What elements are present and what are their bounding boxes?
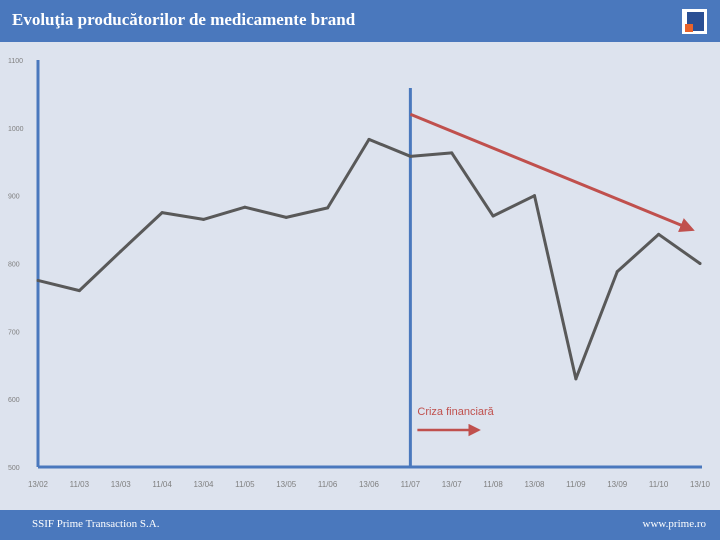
data-point (367, 137, 371, 141)
data-point (491, 214, 495, 218)
x-tick-label: 11/10 (649, 480, 669, 489)
x-tick-label: 13/04 (193, 480, 214, 489)
slide-footer: SSIF Prime Transaction S.A. www.prime.ro (0, 510, 720, 540)
y-tick-label: 1100 (8, 58, 23, 65)
x-tick-label: 11/09 (566, 480, 586, 489)
x-tick-label: 11/08 (483, 480, 503, 489)
x-tick-label: 13/10 (690, 480, 711, 489)
crisis-label: Criza financiară (417, 406, 494, 418)
data-point (160, 211, 164, 215)
x-tick-label: 11/03 (70, 480, 90, 489)
data-point (615, 270, 619, 274)
data-point (284, 215, 288, 219)
x-tick-label: 13/08 (524, 480, 545, 489)
line-chart: 500 600 700 800 900 1000 1100 13/02 11/03 13/03 1… (8, 58, 711, 489)
x-tick-label: 11/05 (235, 480, 255, 489)
y-tick-label: 900 (8, 194, 20, 201)
data-point (36, 278, 40, 282)
y-tick-label: 700 (8, 329, 20, 336)
x-tick-label: 13/05 (276, 480, 297, 489)
data-point (119, 249, 123, 253)
x-tick-label: 13/03 (111, 480, 132, 489)
data-point (533, 194, 536, 198)
x-tick-label: 11/07 (401, 480, 421, 489)
y-tick-label: 800 (8, 262, 20, 269)
prime-logo-icon (682, 9, 707, 34)
data-point (243, 205, 247, 209)
data-point (574, 377, 578, 381)
x-tick-label: 11/06 (318, 480, 338, 489)
y-tick-label: 1000 (8, 126, 24, 133)
y-tick-label: 600 (8, 397, 20, 404)
data-point (326, 206, 330, 210)
x-tick-label: 13/02 (28, 480, 49, 489)
y-tick-label: 500 (8, 465, 20, 472)
x-tick-label: 13/06 (359, 480, 380, 489)
footer-company: SSIF Prime Transaction S.A. (32, 518, 160, 530)
x-tick-label: 13/07 (442, 480, 463, 489)
x-tick-label: 11/04 (152, 480, 172, 489)
data-point (202, 217, 205, 221)
data-point (408, 154, 412, 158)
data-point (77, 289, 81, 293)
slide-header: Evoluţia producătorilor de medicamente b… (0, 0, 720, 42)
data-point (698, 262, 702, 265)
data-point (450, 151, 454, 155)
footer-website: www.prime.ro (642, 518, 706, 530)
chart-area: 500 600 700 800 900 1000 1100 13/02 11/03 13/03 1… (0, 42, 720, 510)
trend-arrow (409, 112, 695, 232)
series-line (36, 137, 702, 381)
slide-title: Evoluţia producătorilor de medicamente b… (12, 10, 356, 29)
data-point (657, 232, 661, 236)
x-tick-label: 13/09 (607, 480, 628, 489)
